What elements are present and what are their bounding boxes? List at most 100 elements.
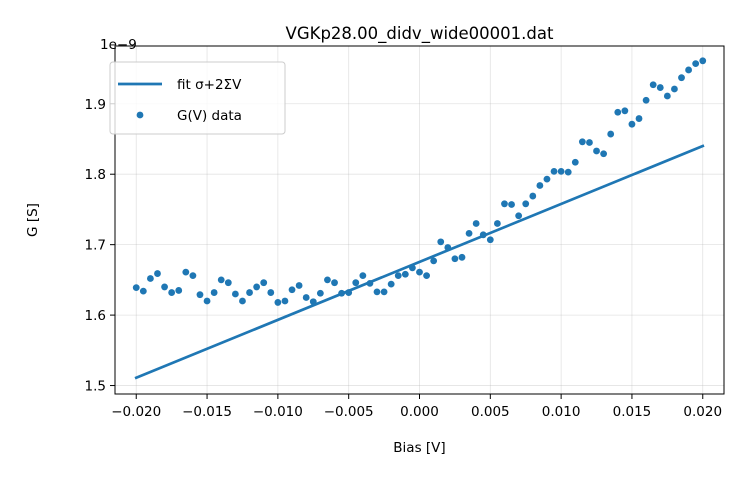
data-point — [571, 158, 579, 166]
data-point — [168, 289, 176, 296]
y-tick-label: 1.6 — [85, 308, 106, 324]
data-point — [472, 220, 480, 227]
data-point — [239, 297, 246, 305]
data-point — [671, 85, 678, 93]
data-point — [380, 288, 388, 296]
data-point — [267, 289, 275, 296]
y-axis-exponent: 1e−9 — [100, 37, 137, 53]
data-point — [529, 192, 537, 200]
data-point — [649, 81, 657, 89]
x-tick-label: 0.005 — [471, 404, 510, 420]
data-point — [217, 276, 225, 284]
data-point — [543, 175, 551, 183]
data-point — [203, 297, 211, 305]
data-point — [586, 139, 593, 146]
x-tick-label: 0.000 — [400, 404, 439, 420]
data-point — [345, 289, 353, 296]
x-tick-label: −0.010 — [253, 404, 303, 420]
x-tick-label: −0.005 — [324, 404, 374, 420]
data-point — [253, 283, 261, 291]
x-tick-label: 0.010 — [542, 404, 581, 420]
data-point — [635, 115, 643, 122]
fit-line-layer — [134, 144, 705, 380]
data-point — [231, 290, 239, 298]
y-tick-label: 1.9 — [85, 97, 106, 113]
x-tick-label: 0.015 — [613, 404, 652, 420]
data-point — [614, 108, 622, 116]
data-point — [210, 289, 218, 296]
data-point — [281, 297, 289, 305]
data-point — [175, 287, 183, 294]
data-point — [352, 279, 360, 287]
data-point — [387, 280, 395, 288]
data-point — [522, 200, 530, 208]
data-point — [260, 279, 268, 287]
data-point — [678, 74, 685, 82]
data-point — [564, 168, 572, 176]
data-point — [182, 268, 190, 276]
data-point — [493, 220, 501, 227]
x-tick-label: −0.015 — [182, 404, 232, 420]
chart-title: VGKp28.00_didv_wide00001.dat — [286, 24, 554, 44]
x-tick-label: −0.020 — [111, 404, 161, 420]
data-point — [663, 92, 671, 100]
data-point — [437, 238, 445, 246]
ticks: −0.020 −0.015 −0.010 −0.005 0.000 0.005 0.010 0… — [85, 97, 723, 420]
data-point — [451, 255, 459, 263]
y-axis-label: G [S] — [25, 203, 41, 237]
data-point — [132, 284, 140, 292]
legend: fit σ+2ΣV G(V) data — [109, 61, 286, 135]
x-axis-label: Bias [V] — [393, 440, 445, 456]
data-point — [593, 147, 600, 155]
legend-data-label: G(V) data — [177, 108, 242, 124]
data-point — [366, 280, 374, 287]
data-point — [578, 138, 586, 146]
data-point — [692, 60, 700, 68]
legend-data-swatch — [136, 111, 144, 119]
data-point — [147, 275, 154, 282]
data-point — [288, 286, 296, 294]
data-points-layer — [132, 57, 707, 306]
legend-box — [109, 61, 286, 135]
data-point — [274, 299, 282, 306]
legend-fit-label: fit σ+2ΣV — [177, 77, 242, 93]
data-point — [550, 167, 558, 175]
data-point — [536, 182, 544, 189]
data-point — [685, 66, 692, 74]
data-point — [309, 298, 317, 306]
data-point — [295, 282, 303, 289]
data-point — [324, 276, 331, 284]
data-point — [621, 107, 629, 115]
data-point — [154, 270, 161, 277]
fit-line — [134, 144, 705, 380]
data-point — [401, 270, 409, 278]
data-point — [394, 272, 402, 280]
data-point — [458, 253, 466, 261]
data-point — [486, 236, 494, 244]
data-point — [430, 257, 438, 265]
data-point — [161, 283, 168, 291]
data-point — [501, 200, 508, 208]
data-point — [642, 96, 650, 104]
data-point — [416, 268, 423, 276]
y-tick-label: 1.8 — [85, 167, 106, 183]
data-point — [557, 167, 565, 175]
data-point — [465, 229, 473, 237]
data-point — [628, 120, 636, 128]
data-point — [423, 272, 430, 280]
y-tick-label: 1.7 — [85, 238, 106, 254]
data-point — [139, 287, 147, 295]
data-point — [607, 130, 615, 138]
data-point — [331, 279, 338, 287]
data-point — [338, 289, 346, 297]
data-point — [189, 272, 197, 280]
data-point — [444, 244, 452, 251]
x-tick-label: 0.020 — [683, 404, 722, 420]
data-point — [359, 272, 367, 280]
data-point — [409, 264, 416, 272]
data-point — [224, 279, 232, 287]
data-point — [508, 201, 515, 208]
y-tick-label: 1.5 — [85, 379, 106, 395]
data-point — [302, 294, 310, 301]
